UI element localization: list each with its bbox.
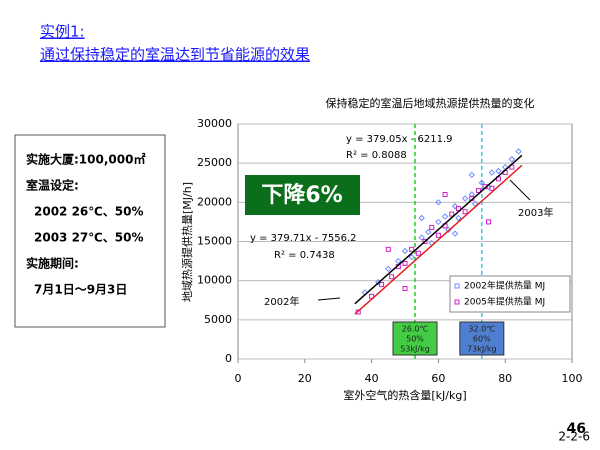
point <box>429 224 435 230</box>
point <box>495 167 502 175</box>
note-bg <box>514 205 564 221</box>
point <box>468 191 476 198</box>
point <box>401 247 409 255</box>
y-tick-label: 20000 <box>197 195 232 208</box>
year-label: 2002年 <box>264 295 299 308</box>
legend-label: 2002年提供热量 MJ <box>464 280 545 292</box>
drop-label: 下降6% <box>261 183 342 208</box>
point <box>408 253 415 261</box>
y-tick-label: 10000 <box>197 274 232 287</box>
r-squared: R² = 0.7438 <box>274 250 335 261</box>
point <box>455 214 462 222</box>
year-label: 2003年 <box>518 206 553 219</box>
point <box>418 234 425 241</box>
condition-text: 32.0℃ <box>468 325 495 334</box>
x-tick-label: 60 <box>431 372 445 385</box>
condition-box <box>392 321 438 356</box>
legend-swatch <box>454 283 460 289</box>
point <box>418 214 425 222</box>
point <box>435 218 442 226</box>
info-line: 实施大厦:100,000㎡ <box>26 152 145 167</box>
point <box>455 206 461 212</box>
equation: y = 379.05x - 6211.9 <box>346 134 453 145</box>
point <box>451 230 459 237</box>
point <box>385 246 391 252</box>
condition-text: 50% <box>406 335 424 344</box>
info-box <box>14 134 166 328</box>
legend-label: 2005年提供热量 MJ <box>464 296 545 308</box>
point <box>515 148 522 155</box>
arrow <box>317 297 341 301</box>
point <box>475 188 481 194</box>
point <box>462 209 468 215</box>
point <box>379 282 385 288</box>
r-squared: R² = 0.8088 <box>346 150 407 161</box>
condition-text: 60% <box>473 335 491 344</box>
legend-swatch <box>454 299 460 305</box>
point <box>402 286 408 291</box>
y-tick-label: 5000 <box>204 313 232 326</box>
point <box>486 219 491 225</box>
x-tick-label: 40 <box>365 372 379 385</box>
x-axis-label: 室外空气的热含量[kJ/kg] <box>343 388 466 402</box>
point <box>468 171 476 179</box>
page-number: 46 <box>567 421 586 437</box>
y-tick-label: 30000 <box>197 117 232 130</box>
condition-box <box>459 321 505 356</box>
trend-line <box>354 164 523 315</box>
point <box>451 203 459 210</box>
x-tick-label: 80 <box>498 372 512 385</box>
equation: y = 379.71x - 7556.2 <box>250 233 357 244</box>
condition-text: 26.0℃ <box>402 325 429 334</box>
point <box>402 260 408 266</box>
point <box>508 156 516 163</box>
info-line: 2002 26℃、50% <box>34 205 144 219</box>
x-tick-label: 0 <box>235 372 242 385</box>
point <box>461 195 469 202</box>
point <box>449 211 455 217</box>
condition-text: 53kJ/kg <box>400 345 430 354</box>
point <box>415 250 421 256</box>
y-axis-label: 地域热源提供热量[MJ/h] <box>180 182 194 302</box>
y-tick-label: 15000 <box>197 235 232 248</box>
slide-title: 实例1: <box>40 23 85 41</box>
condition-text: 73kJ/kg <box>467 345 497 354</box>
y-tick-label: 0 <box>225 352 232 365</box>
point <box>435 232 441 238</box>
x-tick-label: 100 <box>562 372 583 385</box>
point <box>409 246 415 252</box>
point <box>385 265 392 273</box>
info-line: 室温设定: <box>26 178 79 193</box>
legend <box>449 275 571 313</box>
point <box>395 257 402 265</box>
trend-line <box>354 154 523 305</box>
info-line: 7月1日～9月3日 <box>34 283 127 297</box>
x-tick-label: 20 <box>298 372 312 385</box>
drop-box <box>245 175 360 215</box>
point <box>425 228 432 236</box>
point <box>389 274 395 280</box>
point <box>478 179 486 186</box>
info-line: 2003 27℃、50% <box>34 231 144 245</box>
info-line: 实施期间: <box>26 256 79 271</box>
point <box>441 213 449 220</box>
y-tick-label: 25000 <box>197 156 232 169</box>
arrow <box>509 179 531 201</box>
point <box>442 192 448 197</box>
point <box>435 199 442 206</box>
slide-subtitle: 通过保持稳定的室温达到节省能源的效果 <box>40 46 310 64</box>
page-code: 2-2-6 <box>558 430 590 444</box>
point <box>422 239 428 244</box>
chart-title: 保持稳定的室温后地域热源提供热量的变化 <box>326 96 535 110</box>
point <box>489 185 495 191</box>
point <box>488 169 496 176</box>
